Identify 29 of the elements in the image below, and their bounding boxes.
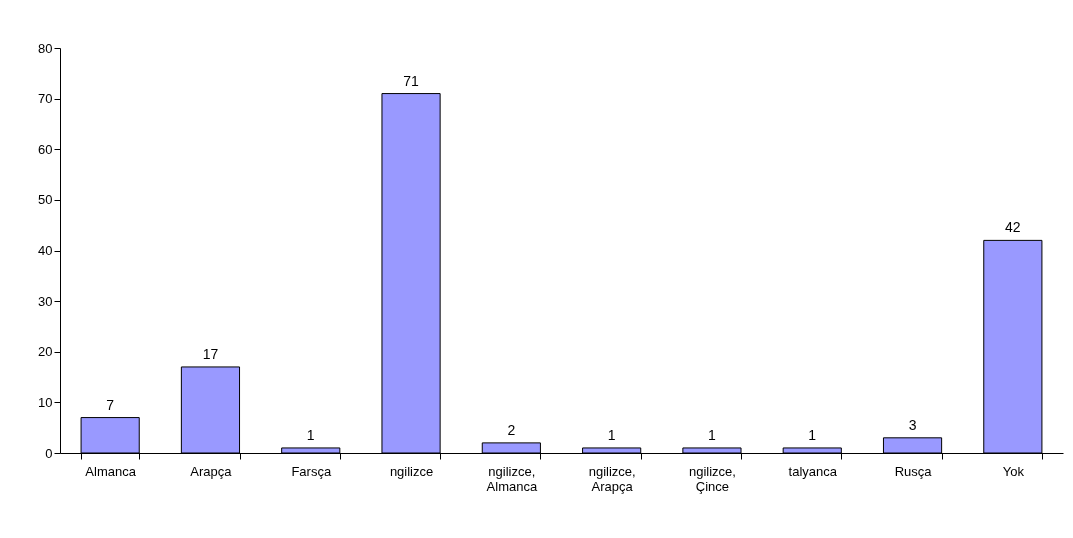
x-tick-label: Almanca xyxy=(85,463,137,479)
x-tick-label: Arapça xyxy=(190,463,233,479)
x-tick-label: Yok xyxy=(1002,463,1025,479)
x-tick-label: ngilizce, Almanca xyxy=(486,463,538,494)
y-tick-label: 10 xyxy=(38,394,53,410)
data-label: 2 xyxy=(507,421,516,438)
x-tick-label: ngilizce, Çince xyxy=(688,463,736,494)
x-tick-label: Farsça xyxy=(291,463,332,479)
x-tick-label: ngilizce xyxy=(389,463,434,479)
data-label: 42 xyxy=(1005,219,1021,236)
data-label: 3 xyxy=(908,416,917,433)
y-tick-label: 40 xyxy=(38,243,53,258)
data-label: 17 xyxy=(202,345,219,362)
y-tick-label: 50 xyxy=(38,192,53,208)
data-label: 71 xyxy=(403,72,420,89)
y-tick-label: 30 xyxy=(38,293,53,309)
y-tick-label: 70 xyxy=(38,91,53,107)
x-tick-label: Rusça xyxy=(894,463,933,479)
y-tick-label: 0 xyxy=(45,445,53,461)
y-tick-label: 80 xyxy=(38,40,53,56)
y-tick-label: 20 xyxy=(38,344,53,360)
data-label: 1 xyxy=(708,426,717,443)
data-label: 1 xyxy=(306,426,315,443)
data-label: 1 xyxy=(808,426,817,443)
x-tick-label: talyanca xyxy=(788,463,838,479)
data-label: 7 xyxy=(106,396,115,413)
x-tick-label: ngilizce, Arapça xyxy=(588,463,636,494)
data-label: 1 xyxy=(607,426,616,443)
y-tick-label: 60 xyxy=(38,141,53,157)
